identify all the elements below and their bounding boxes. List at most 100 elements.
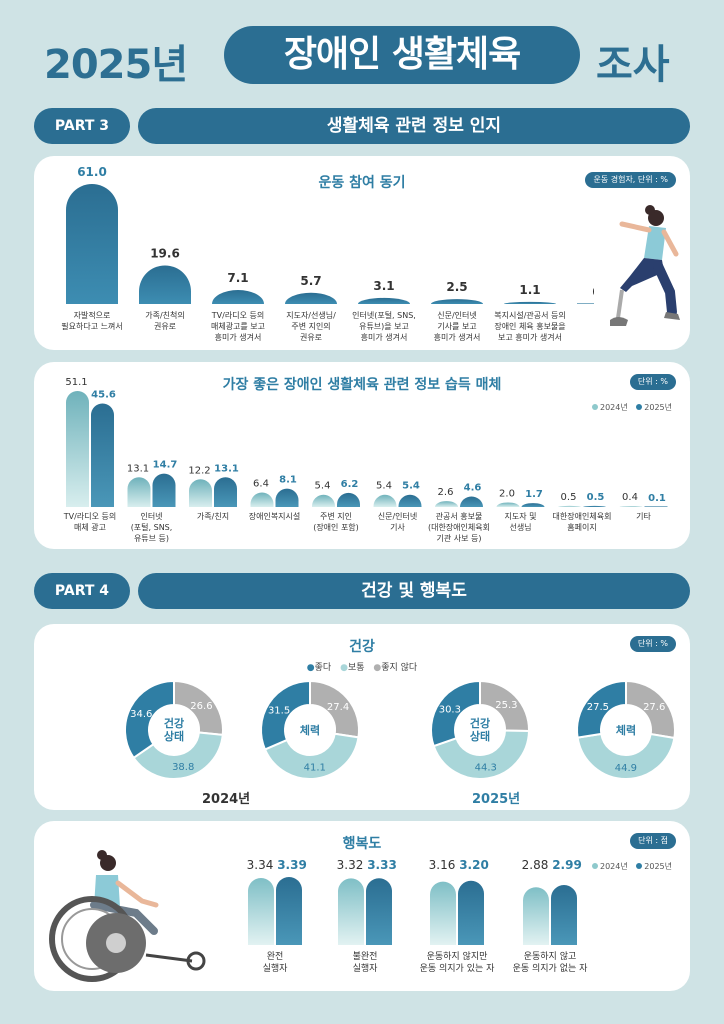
category-label: 자발적으로 bbox=[74, 310, 111, 320]
legend-2024-label: 2024년 bbox=[599, 862, 628, 871]
legend-2025-dot bbox=[636, 863, 643, 869]
bar-2025 bbox=[398, 494, 422, 507]
category-label: 매체 광고 bbox=[74, 522, 106, 532]
category-label: TV/라디오 등의 bbox=[211, 310, 264, 320]
bar-2025 bbox=[337, 492, 360, 507]
bar-2024 bbox=[127, 477, 151, 507]
bar-2024 bbox=[435, 501, 458, 507]
media-card: 가장 좋은 장애인 생활체육 관련 정보 습득 매체 단위 : % 2024년 … bbox=[34, 362, 690, 549]
category-label: 주변 지인 bbox=[320, 511, 352, 521]
category-label: 가족/친지 bbox=[197, 511, 229, 521]
category-label: 기사 bbox=[390, 523, 405, 532]
media-title: 가장 좋은 장애인 생활체육 관련 정보 습득 매체 bbox=[222, 377, 502, 393]
wheelchair-athlete-illustration bbox=[49, 850, 206, 982]
data-label-2024: 2.0 bbox=[499, 488, 515, 499]
category-label: 기사를 보고 bbox=[437, 322, 476, 331]
category-label: 신문/인터넷 bbox=[378, 511, 418, 521]
bar bbox=[66, 184, 118, 304]
bar-2024 bbox=[66, 391, 89, 507]
bar-2025 bbox=[551, 885, 577, 945]
legend-2025-label: 2025년 bbox=[644, 862, 672, 871]
category-label: 신문/인터넷 bbox=[437, 310, 477, 320]
bar-2024 bbox=[430, 881, 456, 945]
category-label: 필요하다고 느껴서 bbox=[61, 321, 122, 331]
donut-center-label: 체력 bbox=[616, 723, 636, 737]
bar-2024 bbox=[558, 505, 581, 507]
category-label: 관공서 홍보물 bbox=[436, 511, 483, 521]
category-label: 운동하지 않지만 bbox=[427, 951, 488, 962]
data-label: 7.1 bbox=[227, 271, 248, 285]
part4-title: 건강 및 행복도 bbox=[138, 573, 690, 609]
bar bbox=[431, 299, 483, 304]
legend-bad-label: 좋지 않다 bbox=[381, 663, 418, 673]
category-label: 매체광고를 보고 bbox=[211, 321, 265, 331]
category-label: 대한장애인체육회 bbox=[553, 511, 612, 521]
data-label-2025: 4.6 bbox=[464, 483, 482, 494]
legend-2024-dot bbox=[591, 863, 598, 869]
bar-2025 bbox=[91, 403, 114, 507]
bar-2024 bbox=[619, 506, 643, 507]
bar bbox=[504, 301, 556, 304]
data-label-2025: 3.20 bbox=[459, 858, 489, 872]
data-label-2024: 12.2 bbox=[188, 465, 210, 476]
bar-2024 bbox=[523, 887, 549, 945]
category-label: 인터넷(포털, SNS, bbox=[352, 310, 416, 320]
happiness-title: 행복도 bbox=[342, 836, 382, 852]
health-card: 건강 단위 : % ●좋다 ●보통 ●좋지 않다 26.6 38.8 34.6 건강 상… bbox=[34, 624, 690, 810]
motivation-title: 운동 참여 동기 bbox=[318, 175, 406, 191]
data-label-2024: 0.4 bbox=[622, 492, 638, 503]
legend-2025-label: 2025년 bbox=[644, 403, 672, 412]
category-label: 흥미가 생겨서 bbox=[434, 332, 481, 342]
category-label: 지도자 및 bbox=[505, 511, 537, 521]
category-label: 권유로 bbox=[154, 321, 176, 331]
data-label-2025: 0.1 bbox=[648, 493, 666, 504]
header-suffix: 조사 bbox=[596, 42, 670, 88]
bar-2024 bbox=[373, 494, 397, 507]
header-year: 2025년 bbox=[44, 42, 188, 88]
bar-2025 bbox=[458, 880, 484, 945]
data-label-2025: 13.1 bbox=[214, 463, 239, 474]
part3-label: PART 3 bbox=[34, 108, 130, 144]
legend-good-label: 좋다 bbox=[314, 663, 332, 673]
slice-label: 25.3 bbox=[495, 700, 517, 711]
category-label: 기타 bbox=[636, 512, 651, 521]
legend-bad-dot: ● bbox=[373, 663, 382, 673]
slice-label: 27.5 bbox=[587, 702, 609, 713]
slice-normal bbox=[576, 732, 676, 780]
bar-2025 bbox=[366, 878, 392, 945]
data-label-2025: 1.7 bbox=[525, 489, 543, 500]
health-unit-badge: 단위 : % bbox=[629, 636, 676, 652]
category-label: 흥미가 생겨서 bbox=[361, 332, 408, 342]
data-label-2024: 51.1 bbox=[65, 377, 87, 388]
slice-normal bbox=[263, 732, 360, 780]
donut-center-label: 건강 bbox=[164, 716, 184, 730]
category-label: 홈페이지 bbox=[567, 522, 596, 532]
data-label-2024: 6.4 bbox=[253, 478, 269, 489]
happiness-legend: 2024년 2025년 bbox=[586, 861, 672, 872]
bar-2025 bbox=[214, 477, 237, 507]
data-label-2025: 5.4 bbox=[402, 481, 420, 492]
data-label: 19.6 bbox=[150, 246, 180, 260]
data-label: 1.1 bbox=[519, 283, 540, 297]
part4-label: PART 4 bbox=[34, 573, 130, 609]
health-year-2025: 2025년 bbox=[472, 792, 521, 807]
bar-2024 bbox=[312, 494, 335, 507]
health-legend: ●좋다 ●보통 ●좋지 않다 bbox=[34, 660, 690, 673]
slice-label: 34.6 bbox=[130, 709, 152, 720]
page-header: 2025년 장애인 생활체육 조사 bbox=[0, 22, 724, 92]
data-label-2024: 3.32 bbox=[337, 858, 364, 872]
data-label-2025: 3.39 bbox=[277, 858, 307, 872]
category-label: 가족/친척의 bbox=[145, 310, 185, 320]
category-label: 실행자 bbox=[263, 962, 289, 974]
slice-label: 38.8 bbox=[172, 762, 194, 773]
data-label-2025: 3.33 bbox=[367, 858, 397, 872]
donut-center-label: 체력 bbox=[300, 723, 320, 737]
category-label: (포털, SNS, bbox=[131, 522, 173, 532]
data-label-2024: 0.5 bbox=[561, 492, 577, 503]
bar-2024 bbox=[248, 878, 274, 945]
data-label-2025: 8.1 bbox=[279, 475, 297, 486]
motivation-card: 운동 참여 동기 운동 경험자, 단위 : % 61.0 자발적으로 필요하다고 느… bbox=[34, 156, 690, 350]
category-label: 인터넷 bbox=[140, 511, 162, 521]
